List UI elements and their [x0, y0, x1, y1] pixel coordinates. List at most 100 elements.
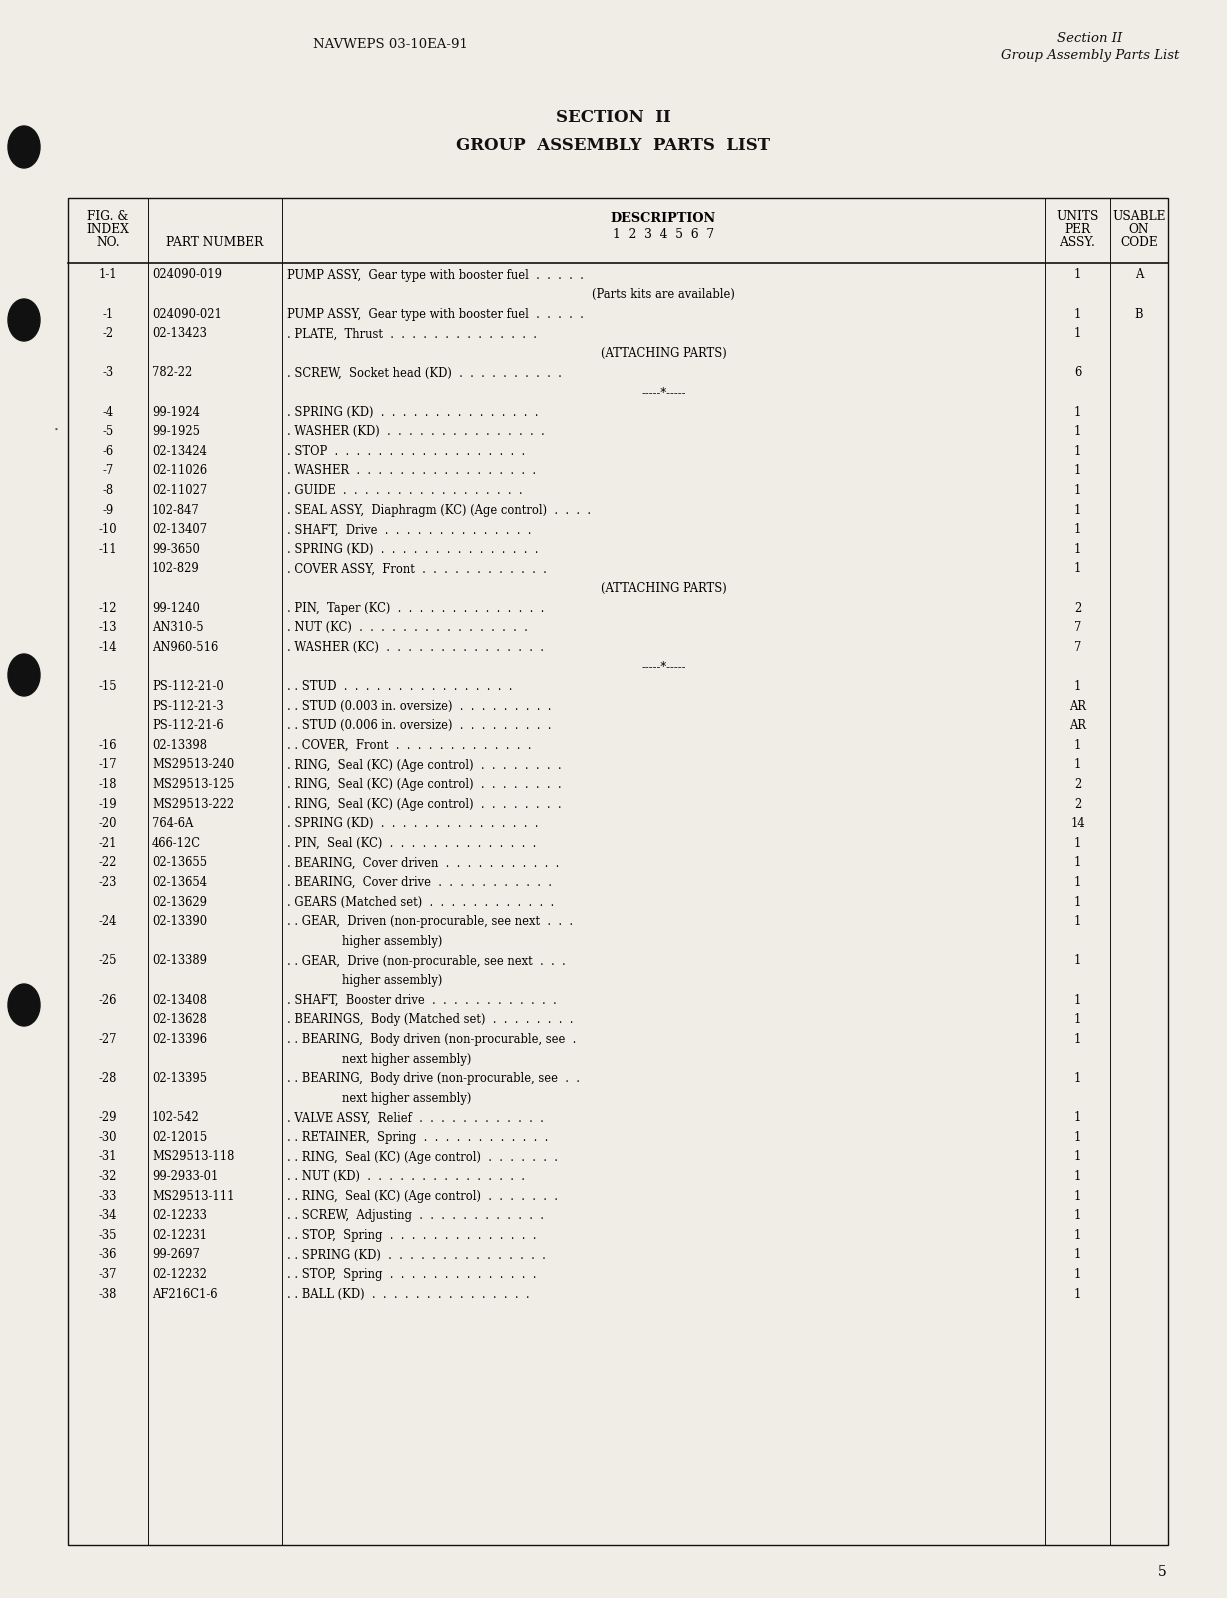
- Text: 1: 1: [1074, 759, 1081, 772]
- Text: 6: 6: [1074, 366, 1081, 379]
- Text: PUMP ASSY,  Gear type with booster fuel  .  .  .  .  .: PUMP ASSY, Gear type with booster fuel .…: [287, 308, 584, 321]
- Text: . . STOP,  Spring  .  .  .  .  .  .  .  .  .  .  .  .  .  .: . . STOP, Spring . . . . . . . . . . . .…: [287, 1269, 536, 1282]
- Text: 1: 1: [1074, 1288, 1081, 1301]
- Text: -22: -22: [99, 857, 118, 869]
- Text: -3: -3: [102, 366, 114, 379]
- Text: -20: -20: [98, 817, 118, 831]
- Text: -13: -13: [98, 622, 118, 634]
- Text: 1: 1: [1074, 1189, 1081, 1203]
- Text: -35: -35: [98, 1229, 118, 1242]
- Text: . PLATE,  Thrust  .  .  .  .  .  .  .  .  .  .  .  .  .  .: . PLATE, Thrust . . . . . . . . . . . . …: [287, 328, 537, 340]
- Text: -37: -37: [98, 1269, 118, 1282]
- Text: 02-13407: 02-13407: [152, 523, 207, 537]
- Text: 1: 1: [1074, 503, 1081, 516]
- Text: higher assembly): higher assembly): [342, 935, 443, 948]
- Text: -17: -17: [98, 759, 118, 772]
- Ellipse shape: [9, 984, 40, 1026]
- Text: AN960-516: AN960-516: [152, 641, 218, 654]
- Text: 1: 1: [1074, 857, 1081, 869]
- Text: -23: -23: [99, 876, 118, 888]
- Text: 5: 5: [1157, 1564, 1167, 1579]
- Text: Section II: Section II: [1058, 32, 1123, 45]
- Text: . BEARINGS,  Body (Matched set)  .  .  .  .  .  .  .  .: . BEARINGS, Body (Matched set) . . . . .…: [287, 1013, 573, 1026]
- Text: 1: 1: [1074, 1032, 1081, 1047]
- Text: MS29513-222: MS29513-222: [152, 797, 234, 810]
- Text: -2: -2: [102, 328, 114, 340]
- Text: . . STOP,  Spring  .  .  .  .  .  .  .  .  .  .  .  .  .  .: . . STOP, Spring . . . . . . . . . . . .…: [287, 1229, 536, 1242]
- Text: 1: 1: [1074, 1072, 1081, 1085]
- Text: . SHAFT,  Booster drive  .  .  .  .  .  .  .  .  .  .  .  .: . SHAFT, Booster drive . . . . . . . . .…: [287, 994, 557, 1007]
- Text: PART NUMBER: PART NUMBER: [167, 237, 264, 249]
- Text: 1: 1: [1074, 896, 1081, 909]
- Text: . VALVE ASSY,  Relief  .  .  .  .  .  .  .  .  .  .  .  .: . VALVE ASSY, Relief . . . . . . . . . .…: [287, 1111, 544, 1125]
- Text: . . GEAR,  Driven (non-procurable, see next  .  .  .: . . GEAR, Driven (non-procurable, see ne…: [287, 916, 573, 928]
- Text: . SEAL ASSY,  Diaphragm (KC) (Age control)  .  .  .  .: . SEAL ASSY, Diaphragm (KC) (Age control…: [287, 503, 591, 516]
- Text: higher assembly): higher assembly): [342, 975, 443, 988]
- Text: 1: 1: [1074, 954, 1081, 967]
- Text: -33: -33: [99, 1189, 118, 1203]
- Text: 1: 1: [1074, 1269, 1081, 1282]
- Text: -9: -9: [102, 503, 114, 516]
- Text: 02-11026: 02-11026: [152, 465, 207, 478]
- Text: . SPRING (KD)  .  .  .  .  .  .  .  .  .  .  .  .  .  .  .: . SPRING (KD) . . . . . . . . . . . . . …: [287, 543, 539, 556]
- Text: 7: 7: [1074, 641, 1081, 654]
- Text: . . COVER,  Front  .  .  .  .  .  .  .  .  .  .  .  .  .: . . COVER, Front . . . . . . . . . . . .…: [287, 738, 531, 753]
- Text: PS-112-21-0: PS-112-21-0: [152, 681, 223, 694]
- Text: PS-112-21-6: PS-112-21-6: [152, 719, 223, 732]
- Text: . . RETAINER,  Spring  .  .  .  .  .  .  .  .  .  .  .  .: . . RETAINER, Spring . . . . . . . . . .…: [287, 1131, 548, 1144]
- Text: AN310-5: AN310-5: [152, 622, 204, 634]
- Text: 1: 1: [1074, 1170, 1081, 1183]
- Text: 02-13628: 02-13628: [152, 1013, 207, 1026]
- Text: Group Assembly Parts List: Group Assembly Parts List: [1001, 50, 1179, 62]
- Text: 02-12232: 02-12232: [152, 1269, 207, 1282]
- Text: -5: -5: [102, 425, 114, 438]
- Text: . BEARING,  Cover driven  .  .  .  .  .  .  .  .  .  .  .: . BEARING, Cover driven . . . . . . . . …: [287, 857, 560, 869]
- Text: INDEX: INDEX: [87, 224, 129, 237]
- Text: 466-12C: 466-12C: [152, 837, 201, 850]
- Text: 1: 1: [1074, 308, 1081, 321]
- Text: 1: 1: [1074, 994, 1081, 1007]
- Text: 1: 1: [1074, 328, 1081, 340]
- Ellipse shape: [9, 126, 40, 168]
- Text: -29: -29: [98, 1111, 118, 1125]
- Text: -----*-----: -----*-----: [642, 387, 686, 400]
- Text: (Parts kits are available): (Parts kits are available): [593, 288, 735, 300]
- Text: -32: -32: [99, 1170, 118, 1183]
- Text: 1: 1: [1074, 1210, 1081, 1222]
- Text: . GUIDE  .  .  .  .  .  .  .  .  .  .  .  .  .  .  .  .  .: . GUIDE . . . . . . . . . . . . . . . . …: [287, 484, 523, 497]
- Text: 99-1925: 99-1925: [152, 425, 200, 438]
- Text: . WASHER (KC)  .  .  .  .  .  .  .  .  .  .  .  .  .  .  .: . WASHER (KC) . . . . . . . . . . . . . …: [287, 641, 544, 654]
- Text: A: A: [1135, 268, 1144, 281]
- Text: 02-12231: 02-12231: [152, 1229, 207, 1242]
- Text: 99-3650: 99-3650: [152, 543, 200, 556]
- Text: 99-1240: 99-1240: [152, 602, 200, 615]
- Text: AR: AR: [1069, 700, 1086, 713]
- Text: 1: 1: [1074, 738, 1081, 753]
- Text: -25: -25: [98, 954, 118, 967]
- Text: -27: -27: [98, 1032, 118, 1047]
- Text: 02-13629: 02-13629: [152, 896, 207, 909]
- Text: -10: -10: [98, 523, 118, 537]
- Text: 024090-019: 024090-019: [152, 268, 222, 281]
- Text: 02-11027: 02-11027: [152, 484, 207, 497]
- Text: next higher assembly): next higher assembly): [342, 1053, 471, 1066]
- Text: 14: 14: [1070, 817, 1085, 831]
- Text: . PIN,  Taper (KC)  .  .  .  .  .  .  .  .  .  .  .  .  .  .: . PIN, Taper (KC) . . . . . . . . . . . …: [287, 602, 545, 615]
- Text: -14: -14: [98, 641, 118, 654]
- Text: -8: -8: [102, 484, 114, 497]
- Bar: [67, 198, 1168, 1545]
- Text: . SPRING (KD)  .  .  .  .  .  .  .  .  .  .  .  .  .  .  .: . SPRING (KD) . . . . . . . . . . . . . …: [287, 817, 539, 831]
- Text: -34: -34: [99, 1210, 118, 1222]
- Text: . BEARING,  Cover drive  .  .  .  .  .  .  .  .  .  .  .: . BEARING, Cover drive . . . . . . . . .…: [287, 876, 552, 888]
- Text: 1: 1: [1074, 681, 1081, 694]
- Text: . RING,  Seal (KC) (Age control)  .  .  .  .  .  .  .  .: . RING, Seal (KC) (Age control) . . . . …: [287, 797, 562, 810]
- Text: FIG. &: FIG. &: [87, 209, 129, 224]
- Text: 764-6A: 764-6A: [152, 817, 193, 831]
- Text: . . SPRING (KD)  .  .  .  .  .  .  .  .  .  .  .  .  .  .  .: . . SPRING (KD) . . . . . . . . . . . . …: [287, 1248, 546, 1261]
- Text: 99-2697: 99-2697: [152, 1248, 200, 1261]
- Text: 1: 1: [1074, 543, 1081, 556]
- Text: 102-829: 102-829: [152, 562, 200, 575]
- Text: . SPRING (KD)  .  .  .  .  .  .  .  .  .  .  .  .  .  .  .: . SPRING (KD) . . . . . . . . . . . . . …: [287, 406, 539, 419]
- Text: 99-2933-01: 99-2933-01: [152, 1170, 218, 1183]
- Text: . . NUT (KD)  .  .  .  .  .  .  .  .  .  .  .  .  .  .  .: . . NUT (KD) . . . . . . . . . . . . . .…: [287, 1170, 525, 1183]
